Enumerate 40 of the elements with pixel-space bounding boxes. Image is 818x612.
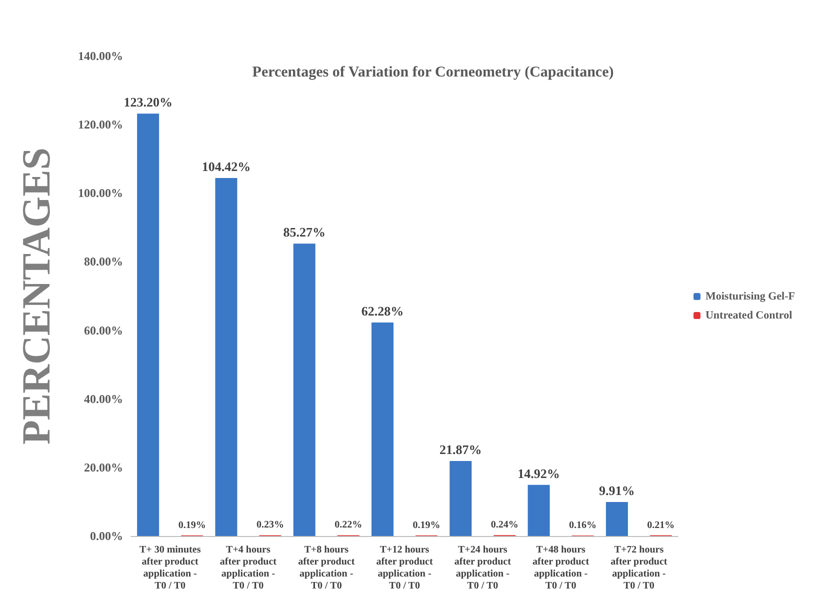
bar [372, 322, 394, 536]
data-label: 0.16% [569, 520, 597, 531]
y-tick-label: 0.00% [90, 529, 123, 543]
bar [450, 461, 472, 536]
bar [528, 484, 550, 536]
data-label: 0.19% [178, 520, 206, 531]
data-label: 0.21% [647, 520, 675, 531]
x-tick-label: T+4 hours after product application - T0 / T0 [220, 544, 278, 592]
bar [293, 244, 316, 536]
data-label: 14.92% [518, 466, 560, 481]
x-tick-label: T+72 hours after product application - T0 / T0 [610, 544, 668, 592]
y-tick-label: 60.00% [84, 323, 123, 338]
y-axis-title: PERCENTAGES [14, 147, 58, 445]
data-label: 21.87% [440, 442, 482, 458]
data-label: 9.91% [599, 483, 635, 498]
data-label: 0.23% [256, 520, 284, 531]
data-label: 0.24% [490, 520, 518, 531]
y-tick-label: 40.00% [84, 392, 123, 406]
bar [215, 178, 238, 536]
data-label: 85.27% [283, 224, 326, 240]
legend-label: Untreated Control [705, 310, 792, 322]
text: Percentages of Variation for Corneometry (Capacitance) [252, 64, 614, 80]
y-tick-label: 20.00% [84, 460, 123, 474]
y-tick-label: 140.00% [78, 49, 123, 63]
x-tick-label: T+8 hours after product application - T0 / T0 [298, 544, 356, 592]
y-tick-label: 120.00% [78, 118, 123, 132]
legend-label: Moisturising Gel-F [705, 290, 796, 302]
data-label: 62.28% [361, 303, 404, 318]
x-tick-label: T+ 30 minutes after product application - T0 / T0 [139, 544, 201, 592]
x-tick-label: T+12 hours after product application - T0 / T0 [376, 544, 434, 592]
bar [606, 502, 628, 536]
data-label: 0.19% [412, 520, 440, 531]
y-tick-label: 100.00% [78, 186, 123, 200]
bar [137, 114, 160, 536]
x-tick-label: T+24 hours after product application - T0 / T0 [454, 544, 512, 592]
x-tick-label: T+48 hours after product application - T0 / T0 [532, 544, 590, 592]
data-label: 104.42% [202, 158, 251, 174]
y-tick-label: 80.00% [84, 254, 123, 269]
data-label: 0.22% [334, 520, 362, 531]
data-label: 123.20% [124, 94, 172, 110]
